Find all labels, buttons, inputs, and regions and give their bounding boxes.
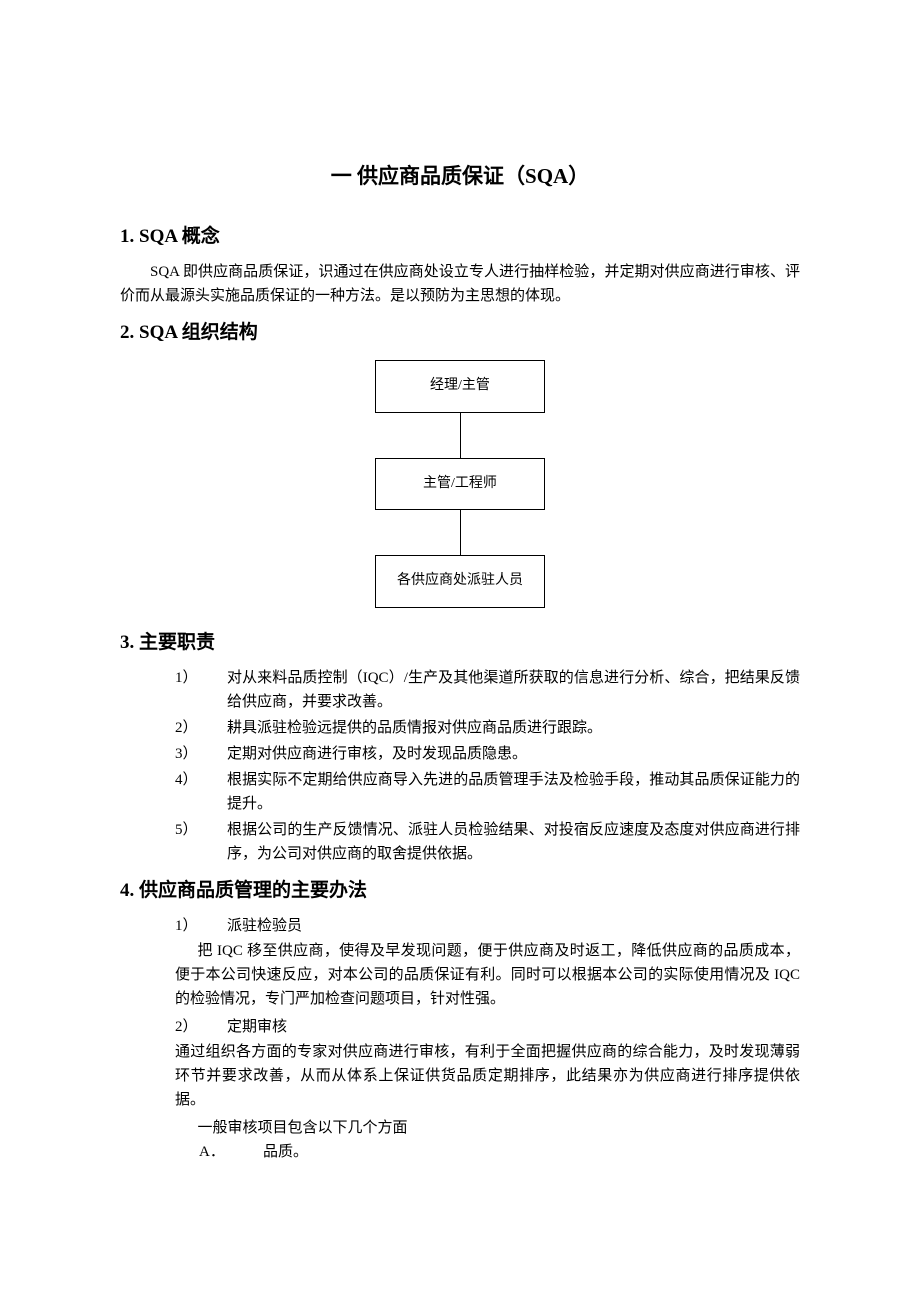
method-number: 1）	[175, 914, 227, 938]
list-item: 1） 对从来料品质控制（IQC）/生产及其他渠道所获取的信息进行分析、综合，把结…	[175, 666, 800, 714]
method-name: 定期审核	[227, 1015, 287, 1039]
audit-letter: A．	[199, 1140, 263, 1164]
document-title: 一 供应商品质保证（SQA）	[120, 160, 800, 194]
section-4-heading: 4. 供应商品质管理的主要办法	[120, 876, 800, 906]
section-3-heading: 3. 主要职责	[120, 628, 800, 658]
responsibilities-list: 1） 对从来料品质控制（IQC）/生产及其他渠道所获取的信息进行分析、综合，把结…	[120, 666, 800, 866]
list-number: 4）	[175, 768, 227, 816]
list-text: 耕具派驻检验远提供的品质情报对供应商品质进行跟踪。	[227, 716, 800, 740]
list-text: 对从来料品质控制（IQC）/生产及其他渠道所获取的信息进行分析、综合，把结果反馈…	[227, 666, 800, 714]
list-text: 根据公司的生产反馈情况、派驻人员检验结果、对投宿反应速度及态度对供应商进行排序，…	[227, 818, 800, 866]
org-node-3: 各供应商处派驻人员	[375, 555, 545, 607]
method-2: 2） 定期审核 通过组织各方面的专家对供应商进行审核，有利于全面把握供应商的综合…	[120, 1015, 800, 1112]
list-item: 5） 根据公司的生产反馈情况、派驻人员检验结果、对投宿反应速度及态度对供应商进行…	[175, 818, 800, 866]
audit-intro: 一般审核项目包含以下几个方面	[175, 1116, 800, 1140]
list-number: 2）	[175, 716, 227, 740]
section-1-heading: 1. SQA 概念	[120, 222, 800, 252]
org-connector	[460, 510, 461, 555]
org-node-1: 经理/主管	[375, 360, 545, 412]
method-number: 2）	[175, 1015, 227, 1039]
list-number: 3）	[175, 742, 227, 766]
list-text: 定期对供应商进行审核，及时发现品质隐患。	[227, 742, 800, 766]
method-paragraph: 把 IQC 移至供应商，使得及早发现问题，便于供应商及时返工，降低供应商的品质成…	[175, 939, 800, 1011]
list-item: 3） 定期对供应商进行审核，及时发现品质隐患。	[175, 742, 800, 766]
method-paragraph: 通过组织各方面的专家对供应商进行审核，有利于全面把握供应商的综合能力，及时发现薄…	[175, 1040, 800, 1112]
audit-text: 品质。	[263, 1140, 308, 1164]
list-number: 1）	[175, 666, 227, 714]
audit-item: A． 品质。	[175, 1140, 800, 1164]
list-text: 根据实际不定期给供应商导入先进的品质管理手法及检验手段，推动其品质保证能力的提升…	[227, 768, 800, 816]
org-node-2: 主管/工程师	[375, 458, 545, 510]
list-item: 2） 耕具派驻检验远提供的品质情报对供应商品质进行跟踪。	[175, 716, 800, 740]
audit-section: 一般审核项目包含以下几个方面 A． 品质。	[120, 1116, 800, 1164]
list-number: 5）	[175, 818, 227, 866]
org-connector	[460, 413, 461, 458]
method-name: 派驻检验员	[227, 914, 302, 938]
method-1: 1） 派驻检验员 把 IQC 移至供应商，使得及早发现问题，便于供应商及时返工，…	[120, 914, 800, 1011]
org-chart: 经理/主管 主管/工程师 各供应商处派驻人员	[120, 360, 800, 607]
section-1-intro: SQA 即供应商品质保证，识通过在供应商处设立专人进行抽样检验，并定期对供应商进…	[120, 260, 800, 308]
list-item: 4） 根据实际不定期给供应商导入先进的品质管理手法及检验手段，推动其品质保证能力…	[175, 768, 800, 816]
section-2-heading: 2. SQA 组织结构	[120, 318, 800, 348]
